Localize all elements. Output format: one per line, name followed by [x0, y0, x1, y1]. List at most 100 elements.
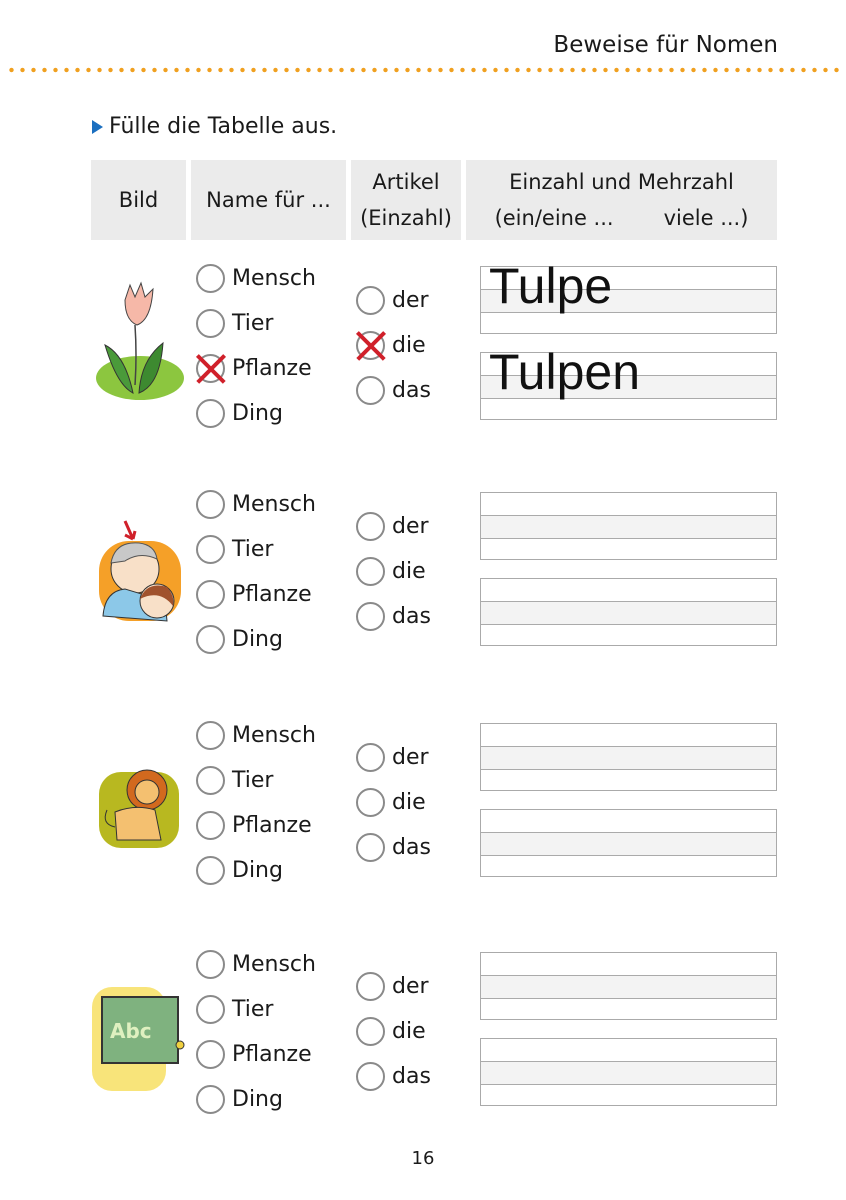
- radio-circle[interactable]: [196, 353, 225, 383]
- radio-circle[interactable]: [356, 330, 385, 360]
- singular-writing-field[interactable]: [480, 492, 777, 560]
- radio-circle[interactable]: [196, 398, 225, 428]
- plural-text: Tulpen: [489, 344, 641, 400]
- option-label: die: [392, 558, 426, 584]
- name-option-mensch[interactable]: Mensch: [196, 261, 316, 295]
- plural-writing-field[interactable]: [480, 1038, 777, 1106]
- header-name-label: Name für ...: [206, 188, 331, 212]
- article-option-das[interactable]: das: [356, 1059, 431, 1093]
- name-option-tier[interactable]: Tier: [196, 763, 273, 797]
- chalkboard-text: Abc: [110, 1019, 152, 1043]
- header-bild: Bild: [91, 160, 186, 240]
- radio-circle[interactable]: [196, 1039, 225, 1069]
- name-option-tier[interactable]: Tier: [196, 992, 273, 1026]
- article-option-die[interactable]: die: [356, 328, 426, 362]
- plural-writing-field[interactable]: [480, 809, 777, 877]
- dotted-divider: [6, 67, 840, 73]
- name-option-ding[interactable]: Ding: [196, 1082, 283, 1116]
- name-option-mensch[interactable]: Mensch: [196, 718, 316, 752]
- header-name: Name für ...: [191, 160, 346, 240]
- name-option-tier[interactable]: Tier: [196, 306, 273, 340]
- option-label: Mensch: [232, 951, 316, 977]
- radio-circle[interactable]: [196, 624, 225, 654]
- radio-circle[interactable]: [196, 1084, 225, 1114]
- lion-picture: [95, 732, 185, 866]
- header-zahl-viele: viele ...): [663, 206, 749, 230]
- option-label: das: [392, 603, 431, 629]
- option-label: Mensch: [232, 722, 316, 748]
- option-label: das: [392, 377, 431, 403]
- header-zahl-line1: Einzahl und Mehrzahl: [509, 170, 734, 194]
- radio-circle[interactable]: [196, 810, 225, 840]
- header-artikel-line2: (Einzahl): [360, 206, 452, 230]
- option-label: Ding: [232, 857, 283, 883]
- radio-circle[interactable]: [356, 285, 385, 315]
- option-label: Tier: [232, 310, 274, 336]
- page-number: 16: [411, 1148, 435, 1169]
- radio-circle[interactable]: [196, 765, 225, 795]
- option-label: das: [392, 834, 431, 860]
- instruction: Fülle die Tabelle aus.: [92, 114, 337, 139]
- article-option-der[interactable]: der: [356, 969, 429, 1003]
- option-label: die: [392, 332, 426, 358]
- name-option-pflanze[interactable]: Pflanze: [196, 808, 312, 842]
- header-einzahl-mehrzahl: Einzahl und Mehrzahl (ein/eine ... viele .…: [466, 160, 777, 240]
- plural-writing-field[interactable]: Tulpen: [480, 344, 777, 420]
- option-label: Tier: [232, 536, 274, 562]
- radio-circle[interactable]: [196, 534, 225, 564]
- article-option-das[interactable]: das: [356, 373, 431, 407]
- radio-circle[interactable]: [356, 511, 385, 541]
- singular-text: Tulpe: [489, 258, 613, 314]
- radio-circle[interactable]: [196, 308, 225, 338]
- radio-circle[interactable]: [356, 787, 385, 817]
- radio-circle[interactable]: [356, 832, 385, 862]
- plural-writing-field[interactable]: [480, 578, 777, 646]
- name-option-pflanze[interactable]: Pflanze: [196, 577, 312, 611]
- name-option-mensch[interactable]: Mensch: [196, 487, 316, 521]
- article-option-der[interactable]: der: [356, 509, 429, 543]
- name-option-tier[interactable]: Tier: [196, 532, 273, 566]
- instruction-text: Fülle die Tabelle aus.: [109, 114, 338, 139]
- radio-circle[interactable]: [356, 1016, 385, 1046]
- header-artikel: Artikel (Einzahl): [351, 160, 461, 240]
- radio-circle[interactable]: [356, 742, 385, 772]
- radio-circle[interactable]: [196, 579, 225, 609]
- radio-circle[interactable]: [196, 855, 225, 885]
- radio-circle[interactable]: [356, 556, 385, 586]
- name-option-pflanze[interactable]: Pflanze: [196, 351, 312, 385]
- option-label: der: [392, 513, 429, 539]
- article-option-das[interactable]: das: [356, 599, 431, 633]
- radio-circle[interactable]: [356, 601, 385, 631]
- name-option-mensch[interactable]: Mensch: [196, 947, 316, 981]
- name-option-ding[interactable]: Ding: [196, 396, 283, 430]
- radio-circle[interactable]: [196, 720, 225, 750]
- article-option-die[interactable]: die: [356, 1014, 426, 1048]
- article-option-der[interactable]: der: [356, 283, 429, 317]
- radio-circle[interactable]: [356, 375, 385, 405]
- radio-circle[interactable]: [196, 994, 225, 1024]
- name-option-ding[interactable]: Ding: [196, 853, 283, 887]
- running-head: Beweise für Nomen: [553, 32, 778, 58]
- article-option-das[interactable]: das: [356, 830, 431, 864]
- radio-circle[interactable]: [196, 949, 225, 979]
- option-label: Pflanze: [232, 812, 312, 838]
- radio-circle[interactable]: [356, 1061, 385, 1091]
- name-option-pflanze[interactable]: Pflanze: [196, 1037, 312, 1071]
- radio-circle[interactable]: [196, 489, 225, 519]
- option-label: die: [392, 1018, 426, 1044]
- radio-circle[interactable]: [196, 263, 225, 293]
- option-label: Ding: [232, 400, 283, 426]
- option-label: Pflanze: [232, 581, 312, 607]
- triangle-bullet-icon: [92, 119, 103, 134]
- header-zahl-ein: (ein/eine ...: [494, 206, 614, 230]
- article-option-die[interactable]: die: [356, 554, 426, 588]
- name-option-ding[interactable]: Ding: [196, 622, 283, 656]
- tulip-picture: [95, 275, 185, 409]
- article-option-die[interactable]: die: [356, 785, 426, 819]
- singular-writing-field[interactable]: [480, 723, 777, 791]
- singular-writing-field[interactable]: Tulpe: [480, 258, 777, 334]
- chalkboard-picture: Abc: [90, 961, 190, 1095]
- article-option-der[interactable]: der: [356, 740, 429, 774]
- radio-circle[interactable]: [356, 971, 385, 1001]
- singular-writing-field[interactable]: [480, 952, 777, 1020]
